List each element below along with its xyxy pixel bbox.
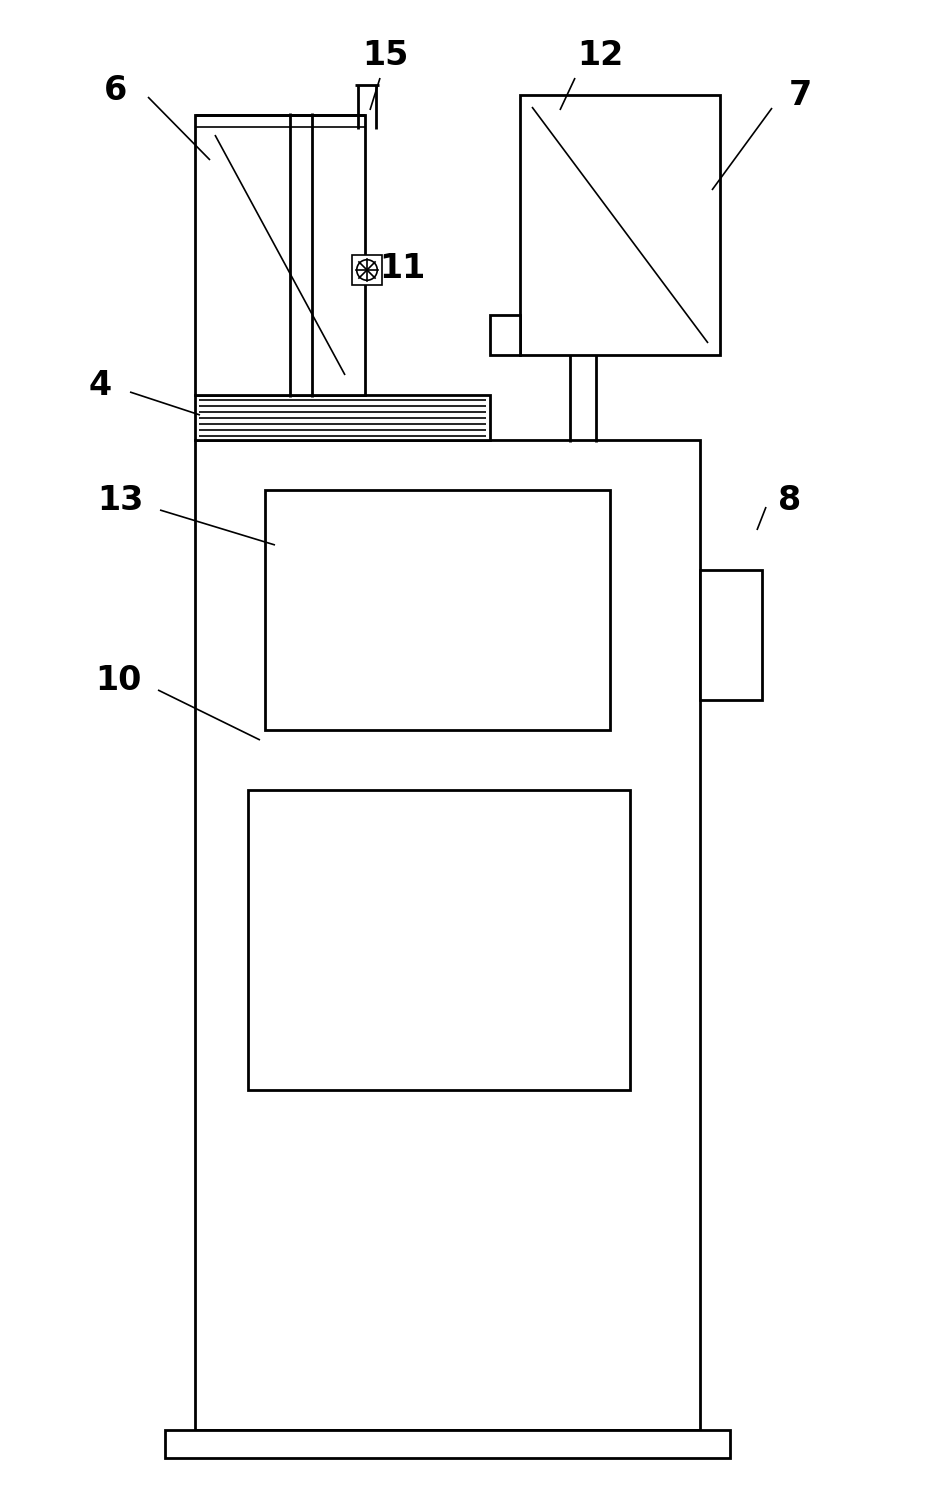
Bar: [490, 315, 520, 355]
Bar: [248, 791, 630, 1090]
Bar: [195, 114, 365, 395]
Bar: [700, 569, 762, 700]
Text: 8: 8: [778, 483, 802, 517]
Bar: [520, 95, 720, 355]
Text: 12: 12: [577, 39, 623, 71]
Text: 10: 10: [95, 664, 141, 696]
Bar: [165, 1431, 730, 1458]
Text: 4: 4: [89, 369, 111, 402]
Bar: [265, 489, 610, 730]
Bar: [195, 395, 490, 440]
Text: 11: 11: [379, 252, 425, 285]
Text: 7: 7: [788, 78, 812, 111]
Text: 13: 13: [97, 483, 143, 517]
Bar: [352, 255, 382, 285]
Text: 6: 6: [104, 74, 126, 107]
Bar: [195, 440, 700, 1431]
Text: 15: 15: [362, 39, 408, 71]
